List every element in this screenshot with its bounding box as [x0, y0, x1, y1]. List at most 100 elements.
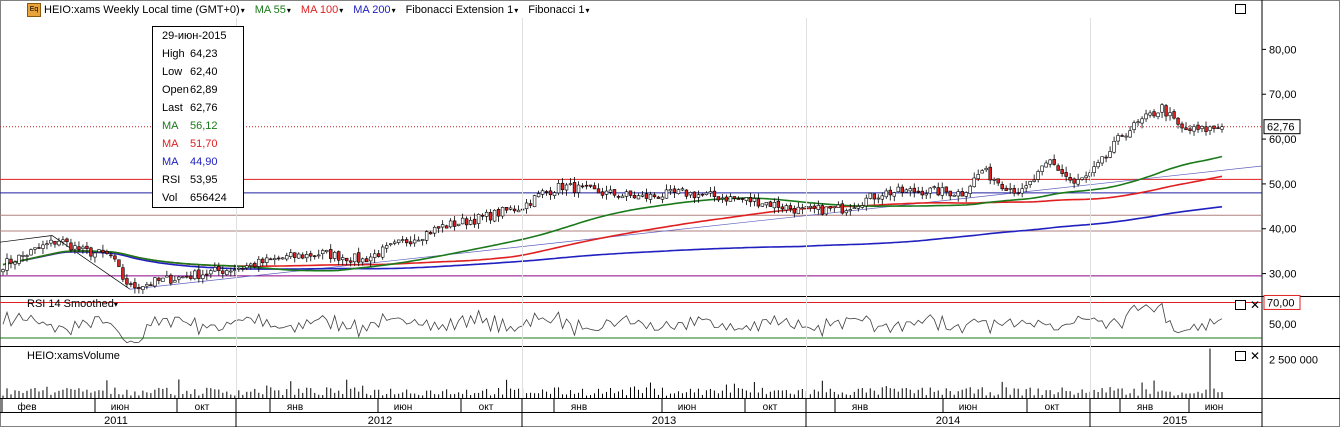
candle: [852, 202, 857, 210]
candle: [932, 185, 936, 190]
candle: [792, 205, 797, 218]
candle: [229, 267, 233, 277]
toolbar-item-5[interactable]: Fibonacci 1▾: [528, 4, 589, 16]
volume-tick-label: 2 500 000: [1269, 354, 1318, 366]
candle: [85, 241, 89, 255]
close-rsi-pane-icon[interactable]: ✕: [1250, 298, 1261, 312]
candle-body: [752, 198, 757, 202]
candle-body: [185, 275, 189, 278]
candle: [648, 191, 653, 204]
candle: [608, 185, 613, 195]
candle-body: [77, 246, 81, 250]
candle-body: [1120, 135, 1124, 137]
candle: [1004, 185, 1008, 191]
candle-body: [1100, 156, 1104, 164]
close-volume-pane-icon[interactable]: ✕: [1250, 349, 1261, 363]
candle: [13, 260, 17, 270]
candle-body: [1136, 121, 1140, 124]
candle-body: [61, 239, 65, 243]
candle: [1140, 116, 1144, 129]
candle-body: [664, 189, 669, 199]
candle-body: [784, 205, 789, 211]
toolbar-item-1[interactable]: MA 55▾: [255, 4, 291, 16]
chevron-down-icon[interactable]: ▾: [240, 6, 245, 15]
candle: [480, 213, 485, 221]
candle: [504, 206, 509, 214]
chevron-down-icon[interactable]: ▾: [113, 300, 118, 309]
candle-body: [836, 204, 841, 208]
fib-extension-line: [51, 235, 131, 290]
candle-body: [560, 182, 565, 191]
candle-body: [756, 198, 761, 207]
candle: [796, 202, 801, 214]
month-label: окт: [195, 402, 210, 413]
rsi-pane-title[interactable]: RSI 14 Smoothed▾: [27, 298, 118, 310]
candle: [376, 250, 381, 258]
candle-body: [213, 267, 217, 272]
candle-body: [1020, 188, 1024, 194]
candle: [428, 230, 433, 235]
candle-body: [1148, 112, 1152, 116]
candle-body: [1016, 192, 1020, 195]
tooltip-row: Open 62,89: [153, 81, 243, 99]
candle: [257, 256, 261, 272]
candle: [125, 274, 129, 288]
month-label: июн: [111, 402, 130, 413]
toolbar-item-4[interactable]: Fibonacci Extension 1▾: [406, 4, 519, 16]
candle: [812, 203, 817, 214]
candle: [45, 240, 49, 250]
tooltip-key: Vol: [162, 192, 178, 204]
candle-body: [656, 196, 661, 199]
candle: [177, 275, 181, 283]
candle: [388, 243, 393, 247]
candle: [964, 191, 968, 202]
chevron-down-icon[interactable]: ▾: [391, 6, 396, 15]
candle-body: [293, 252, 297, 258]
candle: [1124, 133, 1128, 141]
candle-body: [177, 276, 181, 280]
candle-body: [25, 255, 29, 257]
chevron-down-icon[interactable]: ▾: [339, 6, 344, 15]
toolbar-item-3[interactable]: MA 200▾: [353, 4, 395, 16]
chevron-down-icon[interactable]: ▾: [585, 6, 590, 15]
maximize-price-pane-icon[interactable]: [1235, 4, 1246, 14]
candle-body: [620, 195, 625, 199]
candle: [836, 201, 841, 208]
candle: [245, 262, 249, 271]
candle: [153, 277, 157, 289]
candle-body: [420, 238, 425, 241]
tooltip-rows: High 64,23 Low 62,40 Open 62,89 Last 62,76 MA 56,…: [153, 45, 243, 207]
candle-body: [341, 257, 345, 261]
candle: [652, 192, 657, 199]
candle-body: [93, 252, 97, 258]
candle: [221, 266, 225, 279]
chevron-down-icon[interactable]: ▾: [286, 6, 291, 15]
toolbar-item-0[interactable]: HEIO:xams Weekly Local time (GMT+0)▾: [44, 4, 245, 16]
candle-body: [980, 170, 984, 174]
candle: [365, 256, 369, 263]
candle-body: [329, 249, 333, 259]
candle-body: [508, 207, 513, 210]
candle-body: [956, 191, 960, 197]
maximize-rsi-pane-icon[interactable]: [1235, 300, 1246, 310]
tooltip-row: MA 44,90: [153, 153, 243, 171]
candle: [241, 266, 245, 272]
candle: [740, 197, 745, 203]
candle: [556, 179, 561, 196]
candle-body: [1164, 105, 1168, 117]
candle: [416, 236, 421, 242]
candle-body: [273, 258, 277, 260]
candle: [149, 281, 153, 286]
candle-body: [45, 243, 49, 246]
candle-body: [1212, 125, 1216, 129]
chevron-down-icon[interactable]: ▾: [514, 6, 519, 15]
candle: [760, 203, 765, 207]
candle: [612, 188, 617, 198]
candle-body: [880, 195, 884, 200]
candle: [536, 190, 541, 198]
maximize-volume-pane-icon[interactable]: [1235, 351, 1246, 361]
toolbar-item-2[interactable]: MA 100▾: [301, 4, 343, 16]
candle: [992, 177, 996, 185]
candle-body: [832, 206, 837, 209]
candle: [776, 196, 781, 213]
